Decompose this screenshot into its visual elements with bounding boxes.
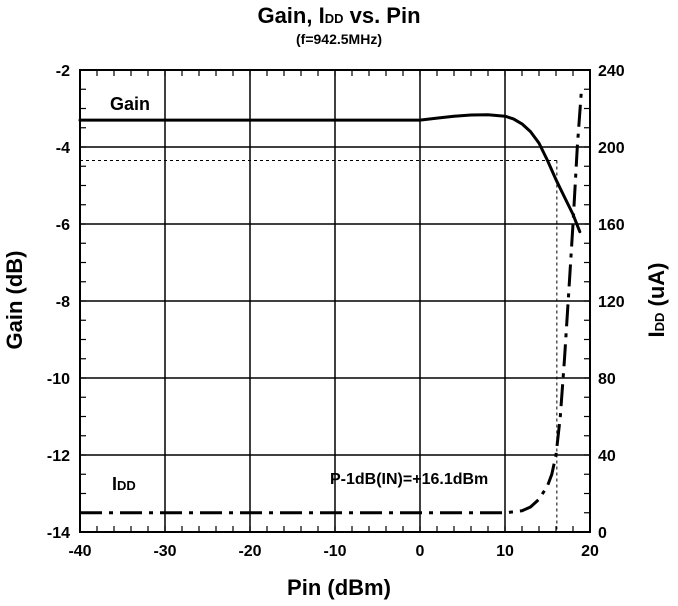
y-left-axis-label: Gain (dB) bbox=[2, 251, 27, 350]
y-left-tick-label: -12 bbox=[47, 448, 70, 465]
y-right-axis-label: IDD (uA) bbox=[644, 263, 669, 338]
y-right-tick-label: 160 bbox=[598, 217, 625, 234]
y-left-tick-label: -6 bbox=[56, 217, 70, 234]
x-tick-label: -30 bbox=[153, 543, 176, 560]
x-tick-label: 10 bbox=[496, 543, 514, 560]
y-right-tick-label: 120 bbox=[598, 294, 625, 311]
x-tick-label: -10 bbox=[323, 543, 346, 560]
y-left-tick-label: -8 bbox=[56, 294, 70, 311]
y-right-tick-label: 240 bbox=[598, 63, 625, 80]
y-left-tick-label: -2 bbox=[56, 63, 70, 80]
y-right-tick-label: 200 bbox=[598, 140, 625, 157]
idd-series-label: IDD bbox=[112, 474, 136, 494]
x-tick-label: 0 bbox=[416, 543, 425, 560]
y-right-tick-label: 0 bbox=[598, 525, 607, 542]
chart-subtitle: (f=942.5MHz) bbox=[296, 31, 382, 47]
p1db-annotation: P-1dB(IN)=+16.1dBm bbox=[330, 471, 488, 488]
y-right-tick-label: 40 bbox=[598, 448, 616, 465]
x-tick-label: 20 bbox=[581, 543, 599, 560]
gain-series-label: Gain bbox=[110, 94, 150, 114]
y-left-tick-label: -14 bbox=[47, 525, 70, 542]
chart-title: Gain, IDD vs. Pin bbox=[257, 3, 420, 28]
x-axis-label: Pin (dBm) bbox=[287, 575, 391, 600]
y-left-tick-label: -4 bbox=[56, 140, 70, 157]
x-tick-label: -40 bbox=[68, 543, 91, 560]
x-tick-label: -20 bbox=[238, 543, 261, 560]
grid bbox=[80, 70, 590, 532]
y-left-tick-label: -10 bbox=[47, 371, 70, 388]
y-right-tick-label: 80 bbox=[598, 371, 616, 388]
